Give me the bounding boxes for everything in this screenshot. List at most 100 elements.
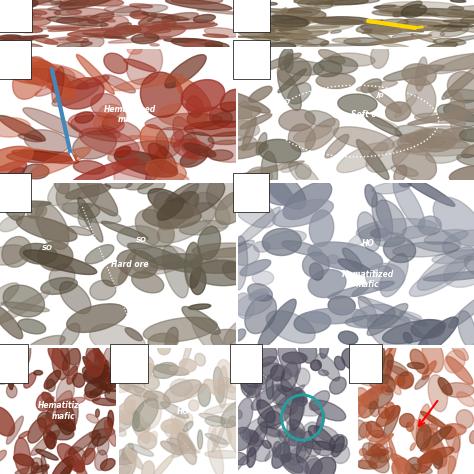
- Ellipse shape: [182, 330, 195, 370]
- Ellipse shape: [281, 362, 298, 392]
- Ellipse shape: [158, 104, 207, 127]
- Ellipse shape: [315, 0, 360, 7]
- Ellipse shape: [334, 356, 345, 370]
- Ellipse shape: [173, 419, 196, 452]
- Ellipse shape: [259, 32, 296, 37]
- Ellipse shape: [100, 16, 128, 31]
- Ellipse shape: [44, 429, 55, 449]
- Ellipse shape: [400, 413, 414, 427]
- Ellipse shape: [417, 247, 474, 290]
- Ellipse shape: [247, 447, 256, 467]
- Ellipse shape: [365, 115, 401, 136]
- Ellipse shape: [143, 202, 201, 228]
- Ellipse shape: [358, 296, 377, 323]
- Ellipse shape: [103, 365, 110, 393]
- Ellipse shape: [143, 423, 150, 432]
- Ellipse shape: [237, 29, 279, 42]
- Ellipse shape: [103, 410, 142, 421]
- Text: Hematitized
mafic: Hematitized mafic: [38, 401, 90, 421]
- Ellipse shape: [342, 347, 367, 371]
- Ellipse shape: [364, 29, 393, 43]
- Ellipse shape: [221, 400, 250, 428]
- Ellipse shape: [86, 345, 100, 369]
- Ellipse shape: [101, 263, 128, 286]
- Ellipse shape: [367, 314, 429, 359]
- Ellipse shape: [395, 375, 405, 385]
- Ellipse shape: [151, 455, 173, 474]
- Ellipse shape: [383, 65, 444, 81]
- Ellipse shape: [200, 43, 223, 47]
- Ellipse shape: [392, 145, 437, 181]
- Ellipse shape: [24, 373, 36, 388]
- Ellipse shape: [438, 104, 474, 127]
- Ellipse shape: [31, 205, 47, 219]
- Ellipse shape: [91, 93, 122, 118]
- Ellipse shape: [81, 36, 104, 49]
- Ellipse shape: [51, 456, 74, 474]
- Ellipse shape: [27, 202, 44, 218]
- Ellipse shape: [242, 8, 312, 13]
- Ellipse shape: [164, 424, 180, 438]
- Ellipse shape: [249, 86, 272, 102]
- Ellipse shape: [317, 354, 340, 381]
- Ellipse shape: [310, 263, 324, 280]
- Ellipse shape: [282, 352, 307, 364]
- Ellipse shape: [233, 329, 246, 342]
- Ellipse shape: [7, 151, 76, 163]
- Ellipse shape: [347, 225, 381, 247]
- Ellipse shape: [0, 170, 26, 220]
- Ellipse shape: [260, 421, 281, 437]
- Ellipse shape: [48, 391, 72, 426]
- Ellipse shape: [46, 407, 53, 419]
- Ellipse shape: [165, 55, 206, 88]
- Ellipse shape: [28, 418, 46, 443]
- Ellipse shape: [282, 9, 326, 19]
- Ellipse shape: [395, 125, 445, 146]
- Ellipse shape: [31, 458, 43, 469]
- Ellipse shape: [73, 130, 117, 159]
- Ellipse shape: [355, 384, 387, 406]
- Ellipse shape: [2, 237, 31, 267]
- Ellipse shape: [143, 375, 159, 390]
- Ellipse shape: [23, 164, 49, 179]
- Ellipse shape: [310, 457, 336, 474]
- Ellipse shape: [163, 184, 199, 216]
- Ellipse shape: [359, 422, 372, 438]
- Ellipse shape: [143, 258, 218, 271]
- Ellipse shape: [51, 0, 116, 7]
- Ellipse shape: [170, 366, 179, 371]
- Ellipse shape: [433, 38, 466, 46]
- Ellipse shape: [310, 360, 321, 371]
- Ellipse shape: [411, 33, 437, 43]
- Ellipse shape: [110, 466, 131, 474]
- Ellipse shape: [456, 392, 474, 407]
- Ellipse shape: [108, 141, 180, 165]
- Ellipse shape: [171, 426, 197, 458]
- Ellipse shape: [275, 385, 305, 408]
- Ellipse shape: [231, 244, 259, 265]
- Ellipse shape: [46, 432, 56, 449]
- Ellipse shape: [232, 194, 275, 228]
- Ellipse shape: [101, 18, 115, 22]
- Ellipse shape: [406, 422, 413, 431]
- Ellipse shape: [204, 403, 238, 414]
- Ellipse shape: [20, 0, 38, 7]
- Ellipse shape: [38, 415, 51, 433]
- Ellipse shape: [25, 44, 43, 48]
- Ellipse shape: [12, 9, 61, 20]
- Ellipse shape: [85, 379, 103, 398]
- Ellipse shape: [295, 164, 311, 179]
- Ellipse shape: [465, 256, 474, 274]
- Ellipse shape: [147, 17, 180, 22]
- Ellipse shape: [424, 430, 447, 467]
- Ellipse shape: [55, 9, 82, 15]
- Text: H: H: [125, 358, 133, 368]
- Ellipse shape: [306, 1, 327, 5]
- Ellipse shape: [173, 139, 210, 159]
- Text: J: J: [364, 358, 367, 368]
- Ellipse shape: [343, 248, 362, 269]
- Ellipse shape: [247, 422, 267, 457]
- Ellipse shape: [332, 437, 344, 457]
- Ellipse shape: [338, 259, 373, 276]
- Ellipse shape: [46, 397, 85, 410]
